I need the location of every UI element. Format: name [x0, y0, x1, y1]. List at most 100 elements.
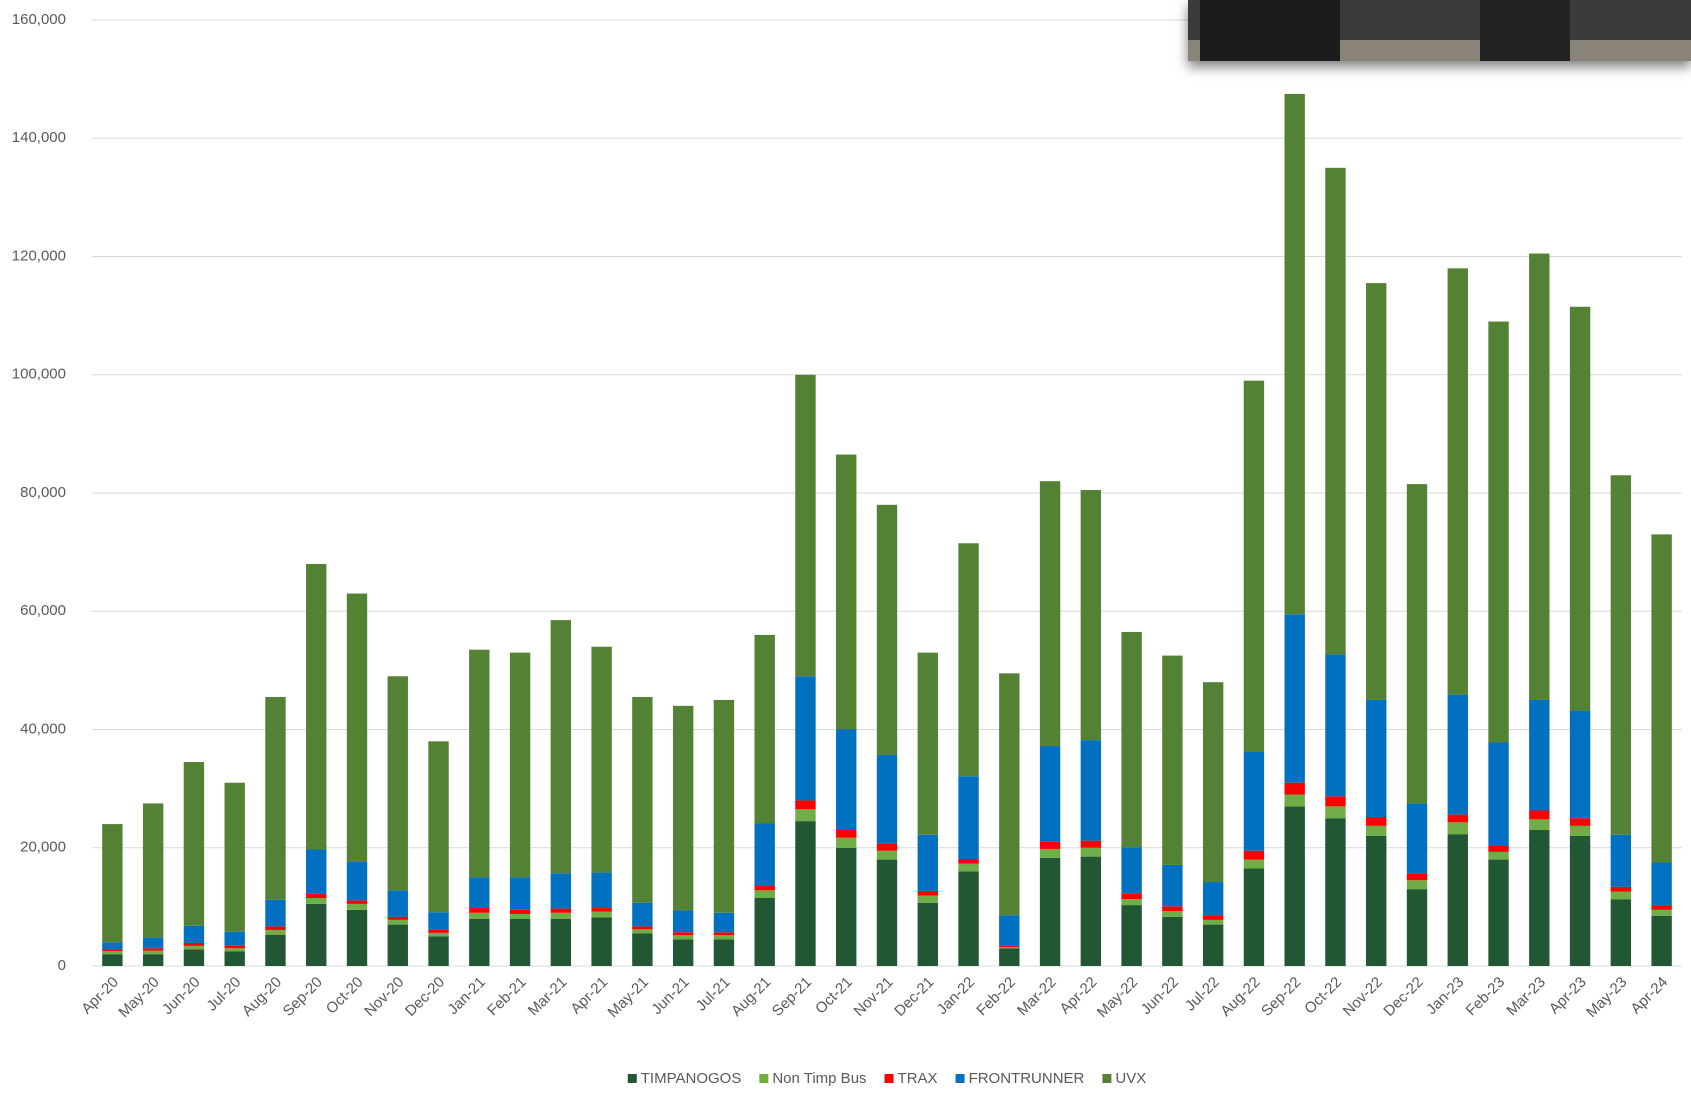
x-tick-label: Nov-22 [1340, 974, 1386, 1020]
bar-segment [1366, 825, 1387, 836]
x-tick-label: Apr-20 [78, 974, 122, 1018]
x-tick-label: Dec-21 [891, 974, 937, 1020]
bar-segment [1529, 819, 1550, 831]
legend-item: Non Timp Bus [759, 1070, 867, 1087]
bar-segment [509, 909, 531, 914]
y-tick-label: 100,000 [12, 366, 66, 383]
bar-segment [469, 908, 490, 913]
y-tick-label: 120,000 [12, 247, 66, 264]
x-tick-label: Jun-20 [159, 974, 203, 1018]
bar-segment [672, 935, 694, 940]
y-tick-label: 0 [58, 957, 66, 974]
bar-segment [1406, 803, 1428, 874]
bar-segment [876, 850, 898, 860]
bar-segment [1121, 631, 1142, 848]
bar-segment [1610, 834, 1632, 887]
bar-segment [1529, 830, 1550, 966]
y-tick-label: 140,000 [12, 129, 66, 146]
x-tick-label: Jan-22 [934, 974, 978, 1018]
bar-segment [591, 908, 612, 912]
bar-segment [836, 830, 857, 838]
bar-segment [1039, 481, 1061, 747]
bar-segment [1121, 847, 1142, 894]
bar-segment [1039, 848, 1061, 858]
bar-segment [917, 895, 938, 903]
x-tick-label: Sep-20 [280, 974, 326, 1020]
y-tick-label: 60,000 [20, 602, 66, 619]
x-tick-label: Aug-20 [239, 974, 285, 1020]
bar-segment [1529, 253, 1550, 700]
bar-segment [142, 954, 164, 966]
bar-segment [306, 563, 327, 850]
bar-segment [1243, 850, 1265, 860]
bar-segment [754, 885, 775, 891]
bar-segment [1202, 924, 1224, 966]
bar-segment [265, 899, 286, 927]
bar-segment [1162, 655, 1183, 865]
x-tick-label: Apr-21 [567, 974, 611, 1018]
bar-segment [713, 935, 735, 940]
bar-segment [550, 908, 572, 913]
bar-segment [183, 949, 205, 966]
bar-segment [632, 933, 653, 966]
bar-segment [591, 911, 612, 918]
x-tick-label: Apr-24 [1627, 974, 1671, 1018]
bar-segment [632, 696, 653, 903]
bar-segment [428, 912, 449, 930]
bar-segment [1243, 380, 1265, 752]
bar-segment [224, 951, 245, 966]
bar-segment [1366, 699, 1387, 818]
bar-segment [1529, 810, 1550, 820]
bar-segment [224, 948, 245, 952]
bar-segment [672, 910, 694, 933]
bar-segment [795, 374, 816, 677]
bar-segment [142, 937, 164, 949]
bar-segment [999, 945, 1020, 948]
bar-segment [672, 932, 694, 936]
x-tick-label: Jan-21 [444, 974, 488, 1018]
x-tick-label: Oct-22 [1301, 974, 1345, 1018]
bar-segment [1039, 841, 1061, 849]
bar-segment [795, 821, 816, 966]
bar-segment [224, 945, 245, 949]
bar-segment [1651, 862, 1672, 906]
bar-segment [1488, 742, 1509, 846]
x-tick-label: Dec-22 [1380, 974, 1426, 1020]
bar-segment [1651, 534, 1672, 863]
bar-segment [142, 950, 164, 955]
bar-segment [1284, 794, 1305, 807]
bar-segment [1162, 864, 1183, 907]
bar-segment [1406, 484, 1428, 804]
bar-segment [999, 673, 1020, 916]
bar-segment [224, 782, 245, 932]
legend-swatch [759, 1074, 769, 1083]
bar-segment [265, 696, 286, 900]
photo-figure [1200, 0, 1340, 61]
bar-segment [1651, 915, 1672, 966]
x-tick-label: Oct-20 [323, 974, 367, 1018]
bar-segment [1162, 916, 1183, 966]
bar-segment [1610, 891, 1632, 900]
bar-segment [1406, 889, 1428, 966]
bar-segment [102, 824, 123, 943]
bar-segment [632, 902, 653, 927]
legend-swatch [955, 1074, 965, 1083]
bar-segment [1366, 835, 1387, 966]
y-tick-label: 20,000 [20, 839, 66, 856]
x-tick-label: Feb-22 [973, 974, 1019, 1020]
bar-segment [713, 932, 735, 936]
bar-segment [1039, 746, 1061, 842]
bar-segment [1569, 818, 1591, 826]
bar-segment [469, 918, 490, 966]
photo-figure [1480, 0, 1570, 61]
bar-segment [1243, 868, 1265, 966]
x-tick-label: Feb-23 [1463, 974, 1509, 1020]
bar-segment [428, 741, 449, 913]
bar-segment [387, 890, 408, 917]
x-tick-label: Mar-23 [1503, 974, 1549, 1020]
bar-segment [183, 945, 205, 950]
x-tick-label: Apr-23 [1546, 974, 1590, 1018]
bar-segment [958, 858, 979, 864]
legend-item: UVX [1102, 1070, 1146, 1087]
legend-swatch [884, 1074, 894, 1083]
